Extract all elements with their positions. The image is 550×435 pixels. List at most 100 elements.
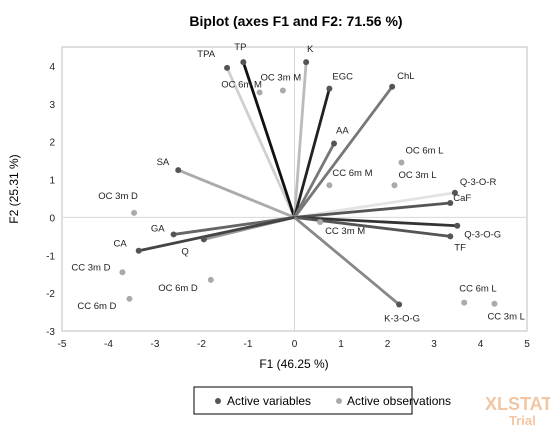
x-tick-label: 3 [431,339,437,350]
observation-label-cc-6m-m: CC 6m M [332,168,372,179]
observation-label-cc-3m-d: CC 3m D [71,262,110,273]
observation-point-oc-3m-d [131,209,138,216]
vector-tp [242,61,296,218]
watermark-edition: Trial [509,413,536,428]
observation-label-oc-6m-l: OC 6m L [405,145,443,156]
variable-point-aa [331,140,338,147]
variable-label-k-3-o-g: K-3-O-G [384,313,420,324]
legend-label-observations: Active observations [347,394,451,408]
variable-label-tf: TF [454,242,466,253]
observation-point-cc-3m-m [317,218,324,225]
variable-label-q: Q [181,246,188,257]
variable-point-ga [170,231,177,238]
variable-point-q-3-o-g [454,222,461,229]
x-tick-label: 2 [385,339,391,350]
legend: Active variables Active observations [193,386,451,415]
observation-point-oc-6m-m [256,89,263,96]
observation-point-oc-6m-l [398,159,405,166]
vector-sa [177,168,296,219]
observation-label-cc-6m-d: CC 6m D [77,301,116,312]
variable-point-ca [135,247,142,254]
variable-point-k-3-o-g [396,301,403,308]
vector-q-3-o-g [294,216,458,228]
vector-ca [138,216,295,253]
x-tick-label: 5 [524,339,530,350]
variable-label-tpa: TPA [197,49,215,60]
y-axis-title: F2 (25.31 %) [7,154,21,223]
x-tick-label: -5 [58,339,67,350]
variable-label-ca: CA [114,239,128,250]
y-tick-label: 2 [49,138,55,149]
vector-tpa [225,67,296,218]
observation-label-oc-3m-l: OC 3m L [398,170,436,181]
x-tick-label: 0 [292,339,298,350]
vector-k-3-o-g [293,216,401,306]
x-tick-label: -2 [197,339,206,350]
observation-point-cc-3m-l [491,300,498,307]
legend-box [193,386,413,415]
observation-label-oc-3m-d: OC 3m D [98,191,138,202]
variable-point-tf [447,233,454,240]
observation-point-oc-3m-l [391,182,398,189]
y-tick-label: 3 [49,100,55,111]
observation-label-oc-6m-d: OC 6m D [158,283,198,294]
vector-k [293,62,308,218]
watermark-brand: XLSTAT [485,394,550,414]
x-axis-ticks: -5 -4 -3 -2 -1 0 1 2 3 4 5 [58,339,531,350]
legend-marker-observations [336,398,342,404]
variable-label-ga: GA [151,223,165,234]
y-tick-label: 0 [49,213,55,224]
variable-point-q [200,236,207,243]
variable-label-egc: EGC [332,72,353,83]
observation-label-oc-6m-m: OC 6m M [221,79,262,90]
observation-points [119,87,498,307]
x-tick-label: -1 [244,339,253,350]
observation-label-oc-3m-m: OC 3m M [261,73,302,84]
y-tick-label: -1 [46,251,55,262]
variable-point-egc [326,85,333,92]
variable-points [135,59,461,308]
variable-point-tp [240,59,247,66]
variable-vectors [138,61,458,306]
vector-chl [293,85,394,219]
y-tick-label: 4 [49,62,55,73]
variable-point-q-3-o-r [451,189,458,196]
variable-label-k: K [307,44,314,55]
variable-point-caf [447,200,454,207]
point-labels: TPA TP K EGC ChL AA SA Q-3-O-R CaF Q-3-O-GTF K-3-O… [71,42,525,324]
variable-label-q-3-o-g: Q-3-O-G [464,230,501,241]
legend-label-variables: Active variables [227,394,311,408]
variable-point-tpa [224,64,231,71]
variable-label-aa: AA [336,126,349,137]
chart-title: Biplot (axes F1 and F2: 71.56 %) [189,13,402,29]
variable-label-tp: TP [234,42,246,53]
variable-label-sa: SA [157,157,170,168]
vector-ga [173,216,295,236]
y-tick-label: -2 [46,289,55,300]
variable-label-caf: CaF [453,193,471,204]
variable-label-chl: ChL [397,71,414,82]
y-axis-ticks: -3 -2 -1 0 1 2 3 4 [46,62,55,338]
observation-point-oc-3m-m [279,87,286,94]
legend-marker-variables [215,398,221,404]
observation-point-cc-6m-l [461,299,468,306]
x-axis-title: F1 (46.25 %) [259,357,328,371]
observation-point-oc-6m-d [207,276,214,283]
observation-label-cc-3m-l: CC 3m L [487,312,524,323]
observation-label-cc-6m-l: CC 6m L [459,284,496,295]
variable-point-chl [389,83,396,90]
x-tick-label: 1 [338,339,344,350]
observation-point-cc-6m-d [126,295,133,302]
x-tick-label: 4 [478,339,484,350]
y-tick-label: 1 [49,176,55,187]
vector-caf [294,201,451,219]
observation-point-cc-3m-d [119,269,126,276]
variable-label-q-3-o-r: Q-3-O-R [460,177,497,188]
variable-point-sa [175,167,182,174]
variable-point-k [303,59,310,66]
observation-label-cc-3m-m: CC 3m M [325,226,365,237]
vector-aa [293,142,336,219]
y-tick-label: -3 [46,327,55,338]
x-tick-label: -3 [151,339,160,350]
